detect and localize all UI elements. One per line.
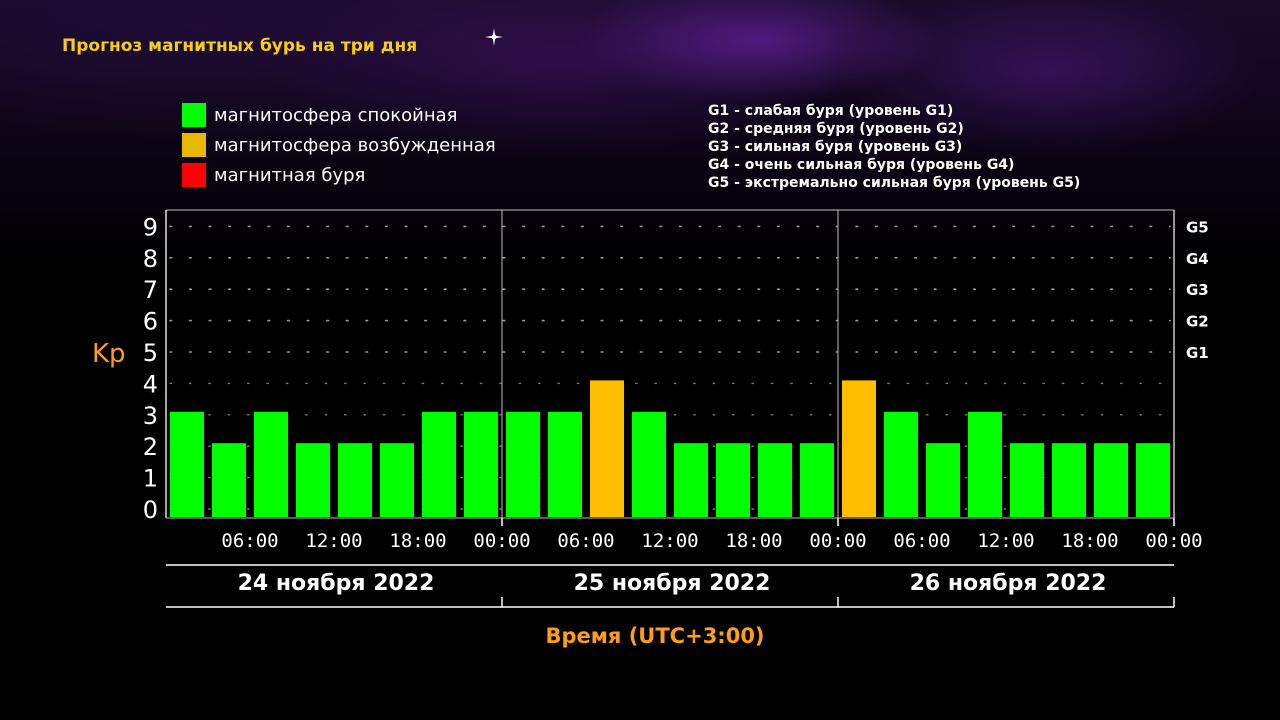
kp-bar: [1094, 443, 1128, 517]
legend-swatch-storm: [182, 163, 206, 187]
kp-bar: [842, 380, 876, 517]
kp-bar: [506, 411, 540, 517]
kp-bar: [254, 411, 288, 517]
y-tick-label: 0: [143, 496, 158, 524]
y-axis-label: Kp: [92, 339, 126, 369]
y-tick-label: 8: [143, 245, 158, 273]
kp-bar: [632, 411, 666, 517]
page-title: Прогноз магнитных бурь на три дня: [62, 36, 418, 56]
g-level-tick-label: G4: [1186, 250, 1209, 268]
legend-label-active: магнитосфера возбужденная: [214, 134, 496, 156]
x-tick-label: 18:00: [1061, 530, 1118, 552]
g-level-tick-label: G3: [1186, 281, 1209, 299]
kp-bar: [674, 443, 708, 517]
kp-bar: [758, 443, 792, 517]
kp-bar: [800, 443, 834, 517]
kp-bar: [170, 411, 204, 517]
x-tick-label: 00:00: [473, 530, 530, 552]
kp-bar: [1136, 443, 1170, 517]
kp-bar: [422, 411, 456, 517]
legend-item-storm: магнитная буря: [182, 160, 496, 190]
y-tick-label: 5: [143, 339, 158, 367]
x-tick-label: 06:00: [893, 530, 950, 552]
x-tick-label: 12:00: [641, 530, 698, 552]
legend: магнитосфера спокойная магнитосфера возб…: [182, 100, 496, 190]
kp-bar: [716, 443, 750, 517]
kp-bar: [548, 411, 582, 517]
x-axis-label: Время (UTC+3:00): [545, 624, 764, 648]
kp-bar: [1010, 443, 1044, 517]
y-tick-label: 6: [143, 308, 158, 336]
y-tick-label: 2: [143, 433, 158, 461]
kp-bar: [1052, 443, 1086, 517]
storm-level-g5: G5 - экстремально сильная буря (уровень …: [708, 175, 1081, 191]
legend-item-active: магнитосфера возбужденная: [182, 130, 496, 160]
storm-level-g1: G1 - слабая буря (уровень G1): [708, 103, 954, 119]
kp-bar: [968, 411, 1002, 517]
kp-bar: [464, 411, 498, 517]
kp-bar: [338, 443, 372, 517]
g-level-tick-label: G5: [1186, 218, 1209, 236]
x-tick-label: 18:00: [389, 530, 446, 552]
legend-swatch-active: [182, 133, 206, 157]
kp-bar: [590, 380, 624, 517]
legend-label-storm: магнитная буря: [214, 164, 366, 186]
kp-bar: [926, 443, 960, 517]
x-tick-label: 12:00: [977, 530, 1034, 552]
legend-item-quiet: магнитосфера спокойная: [182, 100, 496, 130]
storm-level-g4: G4 - очень сильная буря (уровень G4): [708, 157, 1015, 173]
sparkle-icon: [485, 28, 503, 46]
x-tick-label: 00:00: [1145, 530, 1202, 552]
y-tick-label: 7: [143, 276, 158, 304]
storm-level-g3: G3 - сильная буря (уровень G3): [708, 139, 963, 155]
g-level-tick-label: G1: [1186, 344, 1209, 362]
legend-label-quiet: магнитосфера спокойная: [214, 104, 458, 126]
kp-bar: [296, 443, 330, 517]
day-label: 26 ноября 2022: [910, 571, 1107, 596]
kp-bar: [380, 443, 414, 517]
y-tick-label: 9: [143, 213, 158, 241]
x-tick-label: 18:00: [725, 530, 782, 552]
day-label: 25 ноября 2022: [574, 571, 771, 596]
storm-level-g2: G2 - средняя буря (уровень G2): [708, 121, 964, 137]
storm-level-legend: G1 - слабая буря (уровень G1) G2 - средн…: [708, 102, 1080, 192]
y-tick-label: 1: [143, 465, 158, 493]
y-tick-label: 4: [143, 370, 158, 398]
kp-bar: [884, 411, 918, 517]
y-tick-label: 3: [143, 402, 158, 430]
x-tick-label: 12:00: [305, 530, 362, 552]
x-tick-label: 06:00: [221, 530, 278, 552]
legend-swatch-quiet: [182, 103, 206, 127]
x-tick-label: 06:00: [557, 530, 614, 552]
kp-bar: [212, 443, 246, 517]
x-tick-label: 00:00: [809, 530, 866, 552]
g-level-tick-label: G2: [1186, 313, 1209, 331]
day-label: 24 ноября 2022: [238, 571, 435, 596]
